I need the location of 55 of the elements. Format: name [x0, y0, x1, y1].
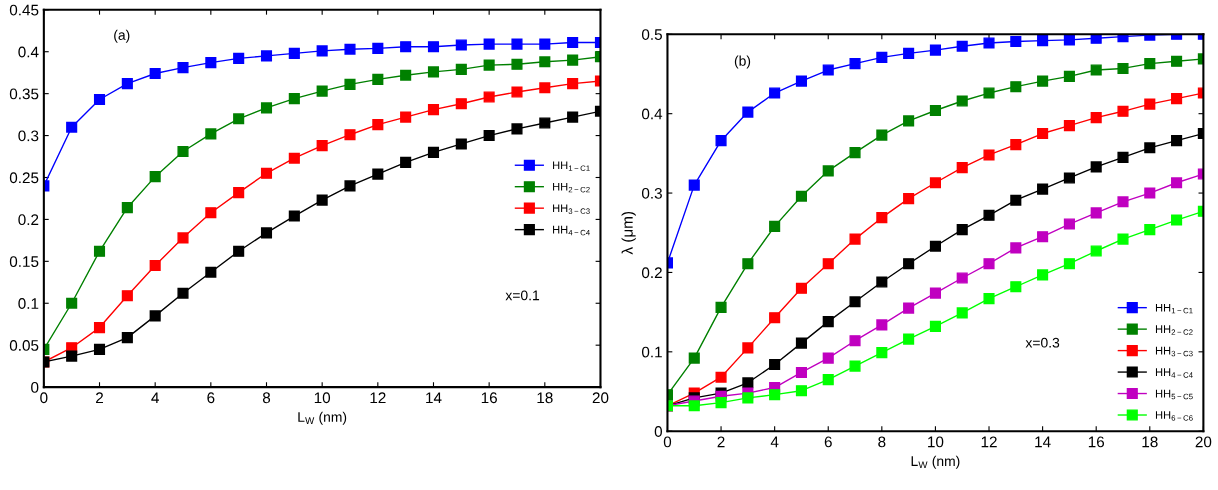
x-tick-label: 2 [96, 392, 103, 404]
y-tick-label: 0.2 [18, 214, 39, 226]
y-tick-label: 0.35 [9, 88, 39, 100]
x-tick-label: 18 [1142, 436, 1158, 448]
y-tick-label: 0.05 [9, 340, 39, 351]
legend-label: HH$_{5−C5}$ [1155, 389, 1193, 400]
x-tick-label: 12 [981, 436, 997, 448]
legend-label: HH$_{4−C4}$ [553, 225, 590, 236]
x-tick-label: 0 [40, 392, 48, 404]
x-tick-label: 6 [824, 436, 832, 448]
legend-label: HH$_{2−C2}$ [553, 182, 590, 193]
x-tick-label: 4 [770, 436, 779, 448]
legend-label: HH$_{6−C6}$ [1155, 411, 1193, 421]
y-tick-label: 0 [31, 381, 39, 393]
y-tick-label: 0.15 [9, 256, 39, 268]
y-axis-title: λ (μm) [621, 211, 636, 255]
x-axis-title: L$_{W}$ (nm) [911, 455, 960, 469]
x-tick-label: 4 [151, 392, 159, 404]
legend-label: HH$_{3−C3}$ [1155, 346, 1193, 357]
y-tick-label: 0.25 [9, 172, 39, 184]
x-tick-label: 20 [1195, 436, 1212, 448]
y-tick-label: 0.1 [641, 346, 662, 358]
x-tick-label: 10 [314, 392, 331, 404]
y-tick-label: 0.5 [641, 29, 662, 40]
y-tick-label: 0 [654, 426, 663, 437]
x-tick-label: 2 [717, 436, 725, 448]
y-tick-label: 0.3 [18, 130, 39, 142]
y-tick-label: 0.45 [9, 4, 39, 16]
x-tick-label: 18 [537, 392, 553, 404]
legend-label: HH$_{1−C1}$ [553, 161, 590, 171]
legend-label: HH$_{2−C2}$ [1155, 325, 1193, 335]
x-tick-label: 16 [1088, 436, 1105, 448]
x-tick-label: 8 [262, 392, 271, 404]
y-tick-label: 0.3 [641, 187, 662, 199]
x-tick-label: 10 [928, 436, 944, 448]
y-tick-label: 0.1 [18, 298, 39, 309]
annotation: x=0.1 [505, 290, 540, 301]
y-tick-label: 0.2 [641, 267, 662, 279]
x-tick-label: 0 [663, 436, 672, 448]
annotation: (b) [734, 55, 751, 69]
y-tick-label: 0.4 [641, 108, 663, 120]
x-tick-label: 16 [481, 392, 497, 404]
x-tick-label: 14 [1035, 436, 1051, 448]
x-tick-label: 20 [592, 392, 609, 404]
x-tick-label: 12 [370, 392, 386, 404]
x-tick-label: 6 [207, 392, 215, 404]
y-tick-label: 0.4 [18, 46, 39, 58]
x-tick-label: 8 [878, 436, 886, 448]
legend-label: HH$_{4−C4}$ [1155, 368, 1193, 378]
x-tick-label: 14 [426, 392, 442, 404]
x-axis-title: L$_{W}$ (nm) [298, 411, 347, 425]
annotation: x=0.3 [1025, 337, 1060, 348]
legend-label: HH$_{3−C3}$ [553, 204, 590, 214]
legend-label: HH$_{1−C1}$ [1155, 303, 1193, 314]
annotation: (a) [114, 29, 130, 43]
